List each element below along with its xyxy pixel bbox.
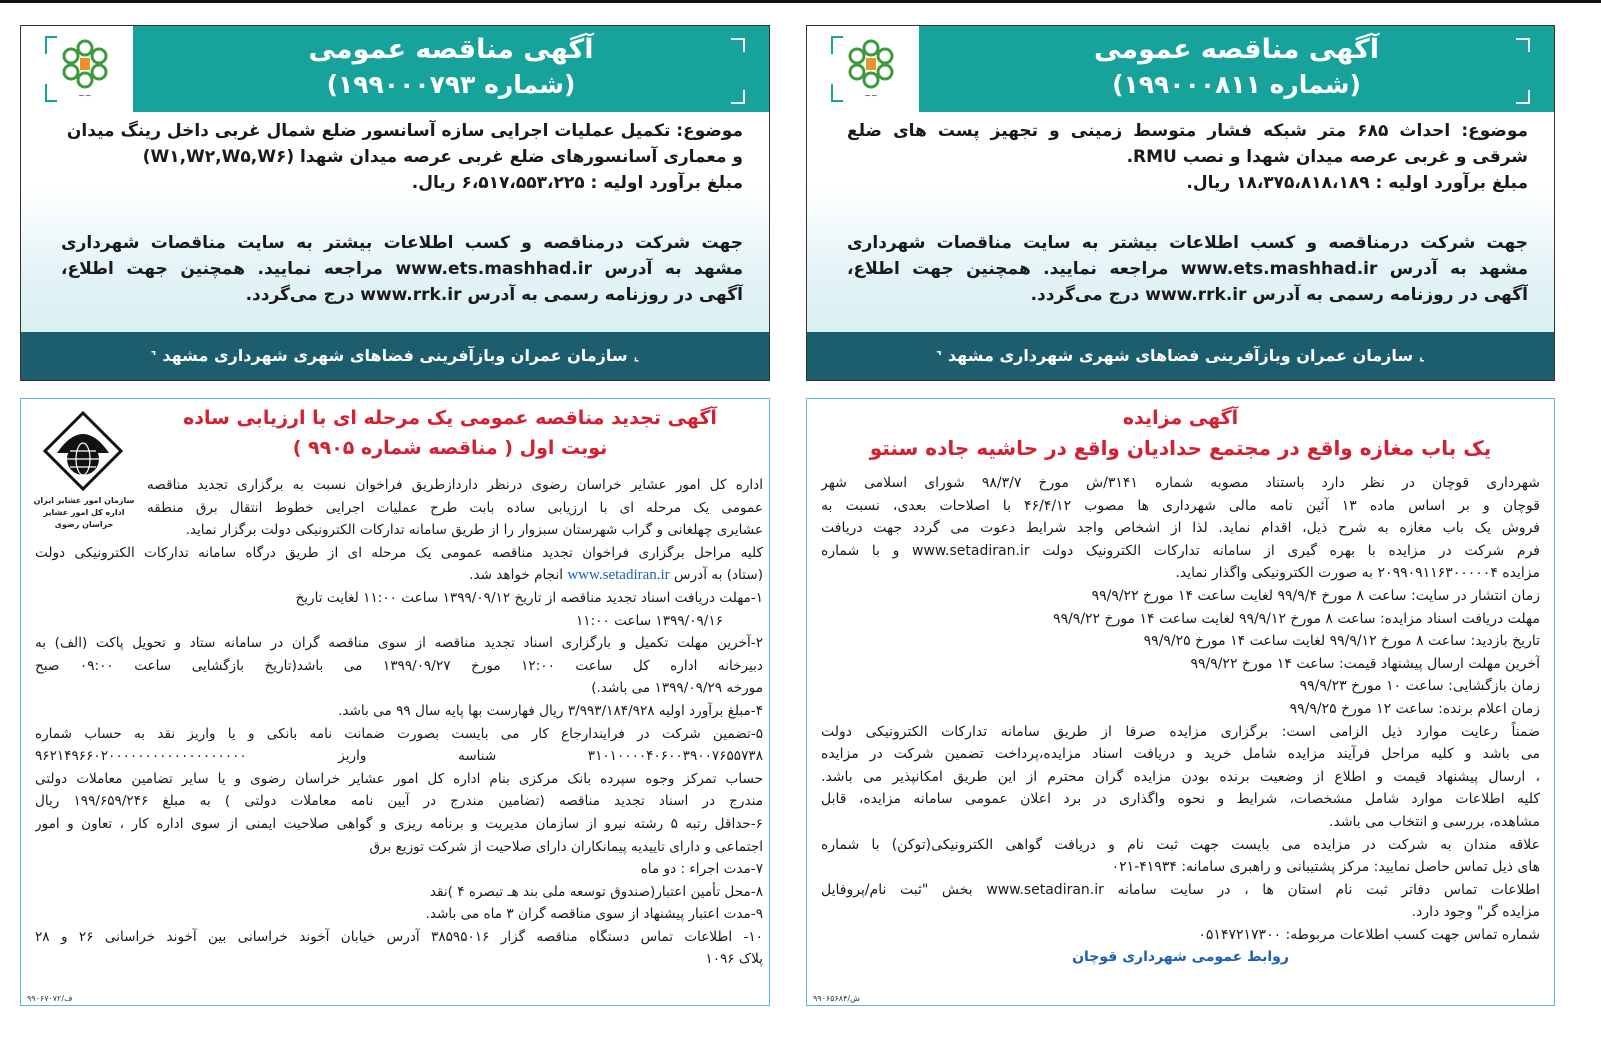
tender-item-4: ۴-مبلغ برآورد اولیه ۳/۹۹۳/۱۸۴/۹۲۸ ریال ف… xyxy=(338,702,763,719)
auction-signature: روابط عمومی شهرداری قوچان xyxy=(1072,949,1289,966)
renewed-tender-notice: آگهی تجدید مناقصه عمومی یک مرحله ای با ا… xyxy=(20,398,770,1006)
ad-code: ۹۹۰۶۵۶۸۴/ش xyxy=(813,994,860,1003)
mashhad-logo-icon: ~~ xyxy=(848,39,894,100)
tender-item-7: ۷-مدت اجراء : دو ماه xyxy=(640,861,763,878)
auction-line: کلیه اطلاعات موارد شامل مشخصات، شرایط و … xyxy=(821,791,1540,808)
page-top-rule xyxy=(0,0,1601,3)
tender-info: جهت شرکت درمناقصه و کسب اطلاعات بیشتر به… xyxy=(61,233,743,253)
auction-subtitle: یک باب مغازه واقع در مجتمع حدادیان واقع … xyxy=(869,436,1492,460)
renewed-tender-body: اداره کل امور عشایر خراسان رضوی درنظر دا… xyxy=(35,474,763,971)
auction-schedule-deadline: آخرین مهلت ارسال پیشنهاد قیمت: ساعت ۱۴ م… xyxy=(1190,655,1540,672)
tender-estimate: مبلغ برآورد اولیه : ۱۸،۳۷۵،۸۱۸،۱۸۹ ریال. xyxy=(1186,173,1528,193)
tender-line: اداره کل امور عشایر خراسان رضوی درنظر دا… xyxy=(147,477,763,493)
auction-line: مزایده گر" وجود دارد. xyxy=(1411,904,1540,921)
auction-line: فروش یک باب مغازه به شرح ذیل، اقدام نمای… xyxy=(821,520,1540,537)
auction-schedule-visit: تاریخ بازدید: ساعت ۸ مورخ ۹۹/۹/۱۲ لغایت … xyxy=(1143,633,1540,650)
tender-item-8: ۸-محل تأمین اعتبار(صندوق توسعه ملی بند ه… xyxy=(429,883,763,900)
auction-line: قوچان و بر اساس ماده ۱۳ آئین نامه مالی ش… xyxy=(821,497,1540,514)
tender-info: آگهی در روزنامه رسمی به آدرس www.rrk.ir … xyxy=(1030,285,1528,305)
tender-title: آگهی مناقصه عمومی xyxy=(1094,34,1379,65)
auction-line: اطلاعات تماس دفاتر ثبت نام استان ها ، در… xyxy=(821,881,1540,898)
tender-line: (ستاد) به آدرس www.setadiran.ir انجام خو… xyxy=(35,564,763,587)
tender-line: کلیه مراحل برگزاری فراخوان تجدید مناقصه … xyxy=(35,544,763,561)
auction-line: علاقه مندان به شرکت در مزایده می بایست ج… xyxy=(821,836,1540,853)
tender-footer: ⌞سازمان عمران وبازآفرینی فضاهای شهری شهر… xyxy=(21,332,769,380)
tender-ad-793: ~~ آگهی مناقصه عمومی (شماره ۱۹۹۰۰۰۷۹۳) م… xyxy=(20,25,770,381)
tender-subject: موضوع: تکمیل عملیات اجرایی سازه آسانسور … xyxy=(61,121,743,141)
tender-info: آگهی در روزنامه رسمی به آدرس www.rrk.ir … xyxy=(245,285,743,305)
tender-line-text: (ستاد) به آدرس xyxy=(674,567,763,584)
auction-notice: آگهی مزایده یک باب مغازه واقع در مجتمع ح… xyxy=(806,398,1555,1006)
tender-item-10: ۱۰- اطلاعات تماس دستگاه مناقصه گزار ۳۸۵۹… xyxy=(35,928,763,945)
tender-item-5-account: ۳۱۰۱۰۰۰۰۴۰۶۰۰۳۹۰۰۷۶۵۵۷۳۸ شناسه واریز ۹۶۲… xyxy=(35,748,763,765)
tender-title-band: آگهی مناقصه عمومی (شماره ۱۹۹۰۰۰۸۱۱) xyxy=(919,26,1554,112)
tender-header: ~~ آگهی مناقصه عمومی (شماره ۱۹۹۰۰۰۷۹۳) xyxy=(21,26,769,112)
tender-estimate: مبلغ برآورد اولیه : ۶،۵۱۷،۵۵۳،۲۲۵ ریال. xyxy=(411,173,743,193)
auction-schedule-documents: مهلت دریافت اسناد مزایده: ساعت ۸ مورخ ۹۹… xyxy=(1053,610,1540,627)
auction-line: فرم شرکت در مزایده با بهره گیری از سامان… xyxy=(821,542,1540,559)
organization-name: سازمان عمران وبازآفرینی فضاهای شهری شهرد… xyxy=(947,346,1414,365)
tender-number: (شماره ۱۹۹۰۰۰۷۹۳) xyxy=(326,70,576,99)
auction-line: شهرداری قوچان در نظر دارد باستناد مصوبه … xyxy=(821,475,1540,491)
tribal-affairs-logo-icon xyxy=(43,411,123,491)
renewed-tender-heading: آگهی تجدید مناقصه عمومی یک مرحله ای با ا… xyxy=(171,403,729,463)
auction-title: آگهی مزایده xyxy=(1122,407,1239,429)
tender-subject-cont: و معماری آسانسورهای ضلع غربی عرصه میدان … xyxy=(142,147,743,167)
tribal-affairs-caption: سازمان امور عشایر ایران اداره کل امور عش… xyxy=(29,495,139,531)
auction-schedule-opening: زمان بازگشایی: ساعت ۱۰ مورخ ۹۹/۹/۲۳ xyxy=(1299,678,1540,695)
tender-item-1-cont: ۱۳۹۹/۰۹/۱۶ ساعت ۱۱:۰۰ xyxy=(575,612,723,629)
mashhad-municipality-logo: ~~ xyxy=(807,26,919,112)
tender-info: جهت شرکت درمناقصه و کسب اطلاعات بیشتر به… xyxy=(847,233,1528,253)
tender-item-2: ۲-آخرین مهلت تکمیل و بارگزاری اسناد تجدی… xyxy=(35,635,763,652)
tender-item-5-cont: حساب تمرکز وجوه سپرده بانک مرکزی بنام اد… xyxy=(35,770,763,787)
auction-line: مزایده ۲۰۹۹۰۹۱۱۶۳۰۰۰۰۰۴ به صورت الکترونی… xyxy=(1175,565,1540,582)
ad-code: ۹۹۰۶۷۰۷۲/ف xyxy=(27,994,73,1003)
auction-schedule-publish: زمان انتشار در سایت: ساعت ۸ مورخ ۹۹/۹/۴ … xyxy=(1091,587,1540,604)
tender-body: موضوع: تکمیل عملیات اجرایی سازه آسانسور … xyxy=(61,118,743,308)
tender-line-text: انجام خواهد شد. xyxy=(469,567,564,584)
tender-item-6-cont: اجتماعی و دارای تاییدیه پیمانکاران دارای… xyxy=(369,838,763,855)
org-caption-line: اداره کل امور عشایر خراسان رضوی xyxy=(43,508,125,529)
tender-ad-811: ~~ آگهی مناقصه عمومی (شماره ۱۹۹۰۰۰۸۱۱) م… xyxy=(806,25,1555,381)
tender-item-5: ۵-تضمین شرکت در فرایندارجاع کار می بایست… xyxy=(35,725,763,742)
mashhad-logo-icon: ~~ xyxy=(62,39,108,100)
mashhad-municipality-logo: ~~ xyxy=(21,26,133,112)
auction-line: ضمناً رعایت موارد ذیل الزامی است: برگزار… xyxy=(821,723,1540,740)
renewed-tender-subtitle: نوبت اول ( مناقصه شماره ۹۹۰۵ ) xyxy=(292,437,608,459)
tender-item-10-cont: پلاک ۱۰۹۶ xyxy=(705,951,763,968)
auction-line: های ذیل تماس حاصل نمایید: مرکز پشتیبانی … xyxy=(1111,859,1540,876)
tender-subject-cont: شرقی و غربی عرصه میدان شهدا و نصب RMU. xyxy=(1126,147,1528,167)
auction-line: مشاهده، بررسی و انتخاب می باشد. xyxy=(1329,813,1540,830)
org-caption-line: سازمان امور عشایر ایران xyxy=(33,496,135,505)
tender-item-6: ۶-حداقل رتبه ۵ رشته نیرو از سازمان مدیری… xyxy=(35,815,763,832)
tender-subject: موضوع: احداث ۶۸۵ متر شبکه فشار متوسط زمی… xyxy=(847,121,1528,141)
tender-item-1: ۱-مهلت دریافت اسناد تجدید مناقصه از تاری… xyxy=(295,589,763,606)
tender-body: موضوع: احداث ۶۸۵ متر شبکه فشار متوسط زمی… xyxy=(847,118,1528,308)
tender-info: مشهد به آدرس www.ets.mashhad.ir مراجعه ن… xyxy=(61,259,743,279)
tender-info: مشهد به آدرس www.ets.mashhad.ir مراجعه ن… xyxy=(847,259,1528,279)
tender-item-2-cont: دبیرخانه اداره کل ساعت ۱۲:۰۰ مورخ ۱۳۹۹/۰… xyxy=(35,657,763,674)
auction-line: می باشد و کلیه مراحل فرآیند مزایده شامل … xyxy=(821,746,1540,763)
tender-footer: ⌞سازمان عمران وبازآفرینی فضاهای شهری شهر… xyxy=(807,332,1554,380)
svg-text:~~: ~~ xyxy=(864,91,877,100)
auction-line: ، ارسال پیشنهاد قیمت و اطلاع از وضعیت بر… xyxy=(821,768,1540,785)
auction-body: شهرداری قوچان در نظر دارد باستناد مصوبه … xyxy=(821,472,1540,969)
tender-item-2-cont: مورخه ۱۳۹۹/۰۹/۲۹ می باشد.) xyxy=(591,680,763,697)
tender-title: آگهی مناقصه عمومی xyxy=(308,34,594,65)
tender-item-5-cont: مندرج در اسناد تجدید مناقصه (تضامین مندر… xyxy=(35,793,763,810)
svg-text:~~: ~~ xyxy=(78,91,91,100)
auction-contact-phone: شماره تماس جهت کسب اطلاعات مربوطه: ۰۵۱۴۷… xyxy=(1198,926,1540,943)
tender-item-9: ۹-مدت اعتبار پیشنهاد از سوی مناقصه گران … xyxy=(425,906,764,923)
tender-number: (شماره ۱۹۹۰۰۰۸۱۱) xyxy=(1112,70,1361,99)
tender-header: ~~ آگهی مناقصه عمومی (شماره ۱۹۹۰۰۰۸۱۱) xyxy=(807,26,1554,112)
tender-line: عمومی یک مرحله ای با ارزیابی ساده بابت ط… xyxy=(147,499,763,516)
organization-name: سازمان عمران وبازآفرینی فضاهای شهری شهرد… xyxy=(162,346,628,365)
renewed-tender-title: آگهی تجدید مناقصه عمومی یک مرحله ای با ا… xyxy=(183,407,717,429)
auction-schedule-winner: زمان اعلام برنده: ساعت ۱۲ مورخ ۹۹/۹/۲۵ xyxy=(1289,700,1540,717)
setadiran-link[interactable]: www.setadiran.ir xyxy=(567,567,670,584)
tender-line: عشایری چهلغانی و گراب شهرستان سبزوار را … xyxy=(185,522,763,539)
tender-title-band: آگهی مناقصه عمومی (شماره ۱۹۹۰۰۰۷۹۳) xyxy=(133,26,769,112)
